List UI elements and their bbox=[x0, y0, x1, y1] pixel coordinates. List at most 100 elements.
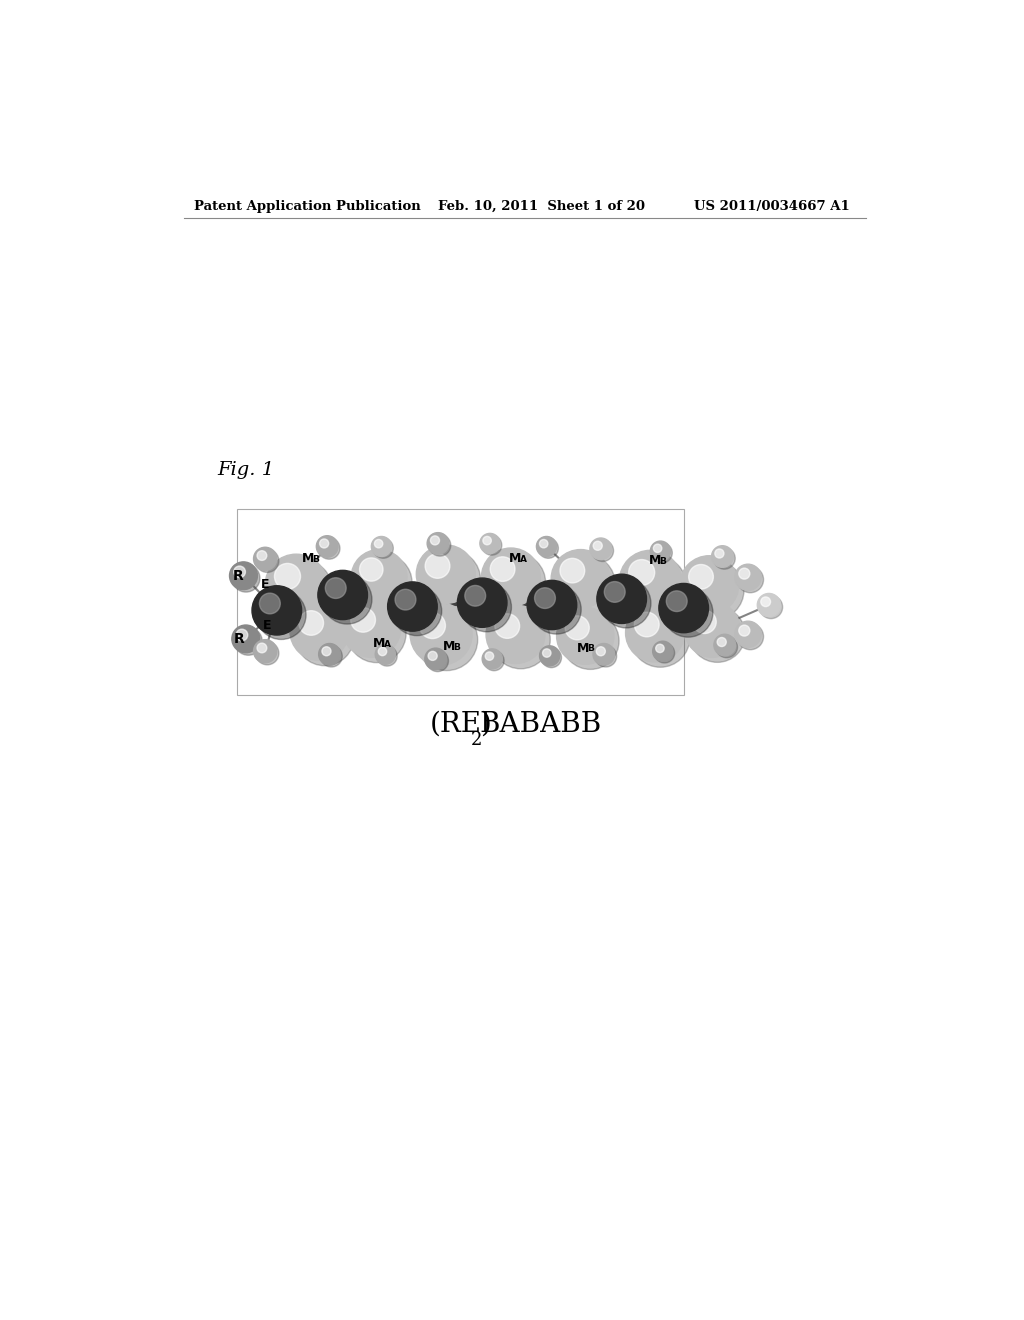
Circle shape bbox=[652, 642, 673, 661]
Circle shape bbox=[531, 585, 582, 634]
Circle shape bbox=[714, 635, 735, 656]
Circle shape bbox=[738, 626, 750, 636]
Circle shape bbox=[717, 638, 726, 647]
Circle shape bbox=[693, 610, 716, 634]
Text: E: E bbox=[261, 578, 269, 591]
Circle shape bbox=[254, 640, 276, 663]
Text: A: A bbox=[520, 554, 527, 564]
Circle shape bbox=[535, 587, 555, 609]
Circle shape bbox=[316, 536, 338, 557]
Circle shape bbox=[715, 549, 724, 558]
Text: A: A bbox=[384, 640, 390, 648]
Circle shape bbox=[486, 605, 545, 664]
Text: B: B bbox=[588, 644, 594, 653]
Circle shape bbox=[597, 574, 646, 623]
Circle shape bbox=[372, 536, 391, 557]
Text: M: M bbox=[373, 638, 385, 649]
Circle shape bbox=[735, 622, 761, 647]
Circle shape bbox=[420, 612, 445, 639]
Circle shape bbox=[425, 553, 450, 578]
Text: B: B bbox=[454, 643, 460, 652]
Circle shape bbox=[738, 568, 750, 579]
Circle shape bbox=[252, 586, 302, 635]
Text: Feb. 10, 2011  Sheet 1 of 20: Feb. 10, 2011 Sheet 1 of 20 bbox=[438, 199, 645, 213]
Text: B: B bbox=[659, 557, 667, 565]
Circle shape bbox=[590, 539, 611, 560]
Circle shape bbox=[654, 643, 675, 663]
Circle shape bbox=[542, 648, 561, 668]
Circle shape bbox=[233, 566, 246, 578]
Circle shape bbox=[378, 647, 387, 656]
Bar bbox=[237, 508, 684, 696]
Circle shape bbox=[565, 616, 589, 640]
Text: Patent Application Publication: Patent Application Publication bbox=[194, 199, 421, 213]
Circle shape bbox=[351, 549, 407, 605]
Circle shape bbox=[482, 649, 503, 669]
Circle shape bbox=[664, 587, 713, 638]
Circle shape bbox=[625, 556, 687, 618]
Circle shape bbox=[481, 535, 502, 556]
Circle shape bbox=[375, 540, 383, 548]
Circle shape bbox=[410, 603, 472, 665]
Circle shape bbox=[229, 562, 257, 590]
Circle shape bbox=[323, 574, 372, 624]
Circle shape bbox=[480, 533, 500, 553]
Circle shape bbox=[347, 605, 407, 663]
Circle shape bbox=[485, 652, 494, 660]
Circle shape bbox=[428, 651, 437, 660]
Circle shape bbox=[650, 541, 671, 561]
Circle shape bbox=[716, 636, 737, 657]
Text: (RE): (RE) bbox=[430, 711, 494, 738]
Circle shape bbox=[322, 647, 331, 656]
Circle shape bbox=[655, 644, 665, 652]
Circle shape bbox=[620, 550, 681, 612]
Circle shape bbox=[351, 607, 376, 632]
Circle shape bbox=[234, 627, 262, 655]
Circle shape bbox=[427, 649, 449, 672]
Circle shape bbox=[373, 539, 393, 558]
Circle shape bbox=[321, 645, 342, 667]
Circle shape bbox=[737, 623, 764, 649]
Text: R: R bbox=[234, 632, 245, 645]
Circle shape bbox=[735, 564, 761, 590]
Circle shape bbox=[604, 582, 625, 602]
Circle shape bbox=[256, 590, 306, 639]
Circle shape bbox=[601, 578, 651, 628]
Circle shape bbox=[430, 536, 439, 545]
Circle shape bbox=[254, 548, 276, 570]
Circle shape bbox=[737, 566, 764, 593]
Circle shape bbox=[232, 565, 260, 593]
Text: M: M bbox=[509, 552, 521, 565]
Circle shape bbox=[635, 612, 659, 636]
Circle shape bbox=[257, 643, 267, 653]
Circle shape bbox=[422, 550, 480, 609]
Text: M: M bbox=[302, 552, 314, 565]
Circle shape bbox=[274, 564, 300, 589]
Circle shape bbox=[540, 540, 548, 548]
Circle shape bbox=[319, 539, 329, 548]
Circle shape bbox=[462, 582, 511, 632]
Circle shape bbox=[629, 560, 654, 586]
Circle shape bbox=[712, 545, 733, 568]
Circle shape bbox=[495, 614, 519, 639]
Circle shape bbox=[758, 594, 780, 616]
Circle shape bbox=[256, 549, 279, 573]
Circle shape bbox=[543, 649, 551, 657]
Circle shape bbox=[429, 535, 451, 556]
Circle shape bbox=[465, 586, 485, 606]
Circle shape bbox=[299, 611, 324, 635]
Circle shape bbox=[342, 599, 400, 657]
Circle shape bbox=[684, 602, 740, 657]
Text: M: M bbox=[649, 554, 662, 566]
Circle shape bbox=[427, 533, 449, 554]
Text: 2: 2 bbox=[471, 731, 482, 750]
Circle shape bbox=[237, 630, 248, 640]
Circle shape bbox=[537, 536, 557, 557]
Circle shape bbox=[560, 558, 585, 583]
Circle shape bbox=[295, 607, 354, 665]
Circle shape bbox=[492, 610, 550, 669]
Circle shape bbox=[356, 554, 412, 610]
Circle shape bbox=[688, 565, 714, 589]
Circle shape bbox=[486, 553, 546, 611]
Circle shape bbox=[317, 570, 368, 619]
